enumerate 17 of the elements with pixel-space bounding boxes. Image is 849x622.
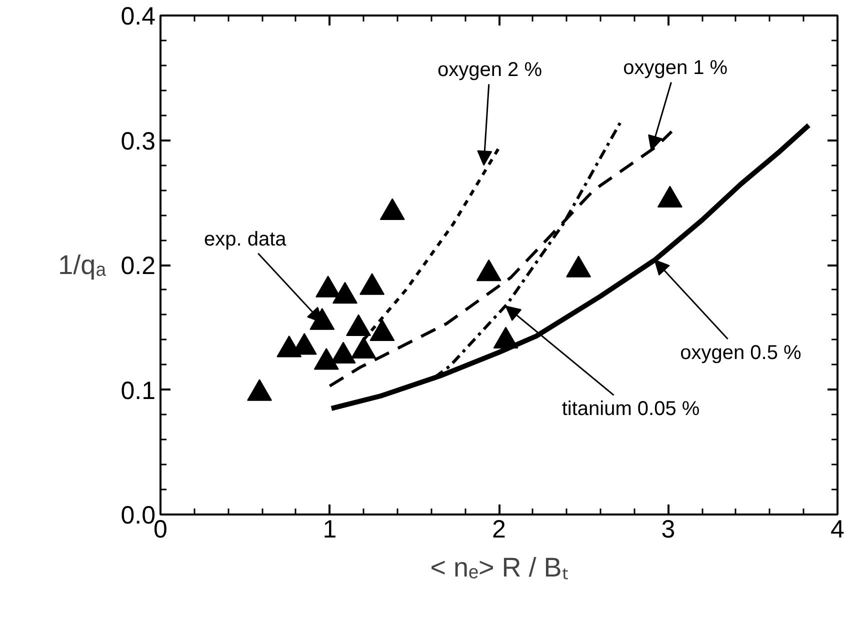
x-tick-label: 3: [661, 516, 676, 544]
y-tick-label: 0.1: [120, 376, 156, 405]
x-tick-label: 1: [322, 516, 337, 544]
annotation: oxygen 0.5 %: [680, 342, 802, 364]
x-tick-label: 4: [830, 516, 845, 544]
x-tick-label: 0: [154, 516, 168, 544]
x-axis-title: < nₑ> R / Bₜ: [430, 552, 568, 582]
y-tick-label: 0.3: [120, 127, 156, 156]
y-tick-label: 0.4: [120, 2, 156, 30]
annotation: oxygen 1 %: [623, 57, 728, 80]
x-tick-label: 2: [492, 516, 506, 544]
annotation: oxygen 2 %: [438, 59, 542, 82]
y-tick-label: 0.0: [120, 502, 156, 530]
annotation: titanium 0.05 %: [562, 398, 700, 420]
y-tick-label: 0.2: [120, 252, 156, 280]
y-axis-title: 1/qₐ: [58, 250, 107, 280]
annotation: exp. data: [204, 228, 288, 250]
